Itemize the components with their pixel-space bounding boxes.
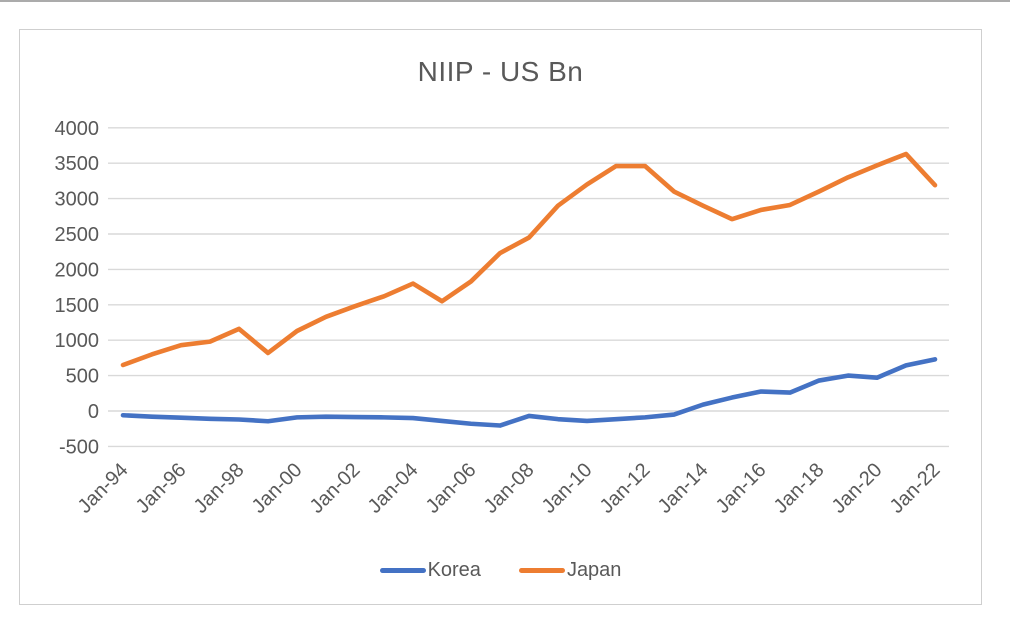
legend-label-korea: Korea: [427, 559, 481, 581]
x-tick-label: Jan-12: [596, 459, 655, 518]
y-tick-label: 0: [88, 401, 99, 423]
japan-line: [120, 151, 938, 368]
x-tick-label: Jan-04: [364, 459, 423, 518]
japan-line-swatch: [518, 568, 565, 573]
x-axis-tick-labels: Jan-94 Jan-96 Jan-98 Jan-00 Jan-02 Jan-04 Jan-…: [74, 459, 945, 518]
korea-line: [120, 357, 938, 428]
legend-item-korea: Korea: [379, 559, 481, 582]
x-tick-label: Jan-94: [74, 459, 133, 518]
legend-label-japan: Japan: [566, 559, 622, 581]
y-tick-label: 3500: [55, 153, 100, 175]
y-tick-label: 1000: [55, 330, 100, 352]
y-tick-label: 2500: [55, 224, 100, 246]
y-tick-label: 4000: [55, 118, 100, 140]
y-axis-tick-labels: 4000 3500 3000 2500 2000 1500 1000 500 0 -500: [55, 118, 100, 459]
gridlines: [108, 127, 949, 448]
legend: Korea Japan: [20, 559, 981, 582]
chart-title: NIIP - US Bn: [417, 56, 584, 87]
y-tick-label: -500: [59, 436, 99, 458]
x-tick-label: Jan-14: [654, 459, 713, 518]
y-tick-label: 2000: [55, 259, 100, 281]
x-tick-label: Jan-98: [190, 459, 249, 518]
x-tick-label: Jan-20: [828, 459, 887, 518]
x-tick-label: Jan-16: [712, 459, 771, 518]
x-tick-label: Jan-10: [538, 459, 597, 518]
korea-line-swatch: [379, 568, 426, 573]
chart-card: NIIP - US Bn 4000 3500 3000 2500 2000 1500 100…: [19, 29, 982, 605]
x-tick-label: Jan-18: [770, 459, 829, 518]
x-tick-label: Jan-02: [306, 459, 365, 518]
screenshot-top-edge: [0, 0, 1010, 2]
x-tick-label: Jan-06: [422, 459, 481, 518]
legend-item-japan: Japan: [518, 559, 622, 582]
x-tick-label: Jan-08: [480, 459, 539, 518]
y-tick-label: 1500: [55, 295, 100, 317]
x-tick-label: Jan-00: [248, 459, 307, 518]
y-tick-label: 500: [66, 366, 99, 388]
x-tick-label: Jan-96: [132, 459, 191, 518]
x-tick-label: Jan-22: [886, 459, 945, 518]
line-chart-plot: 40003500300025002000150010005000-500Jan-…: [55, 118, 949, 518]
y-tick-label: 3000: [55, 189, 100, 211]
